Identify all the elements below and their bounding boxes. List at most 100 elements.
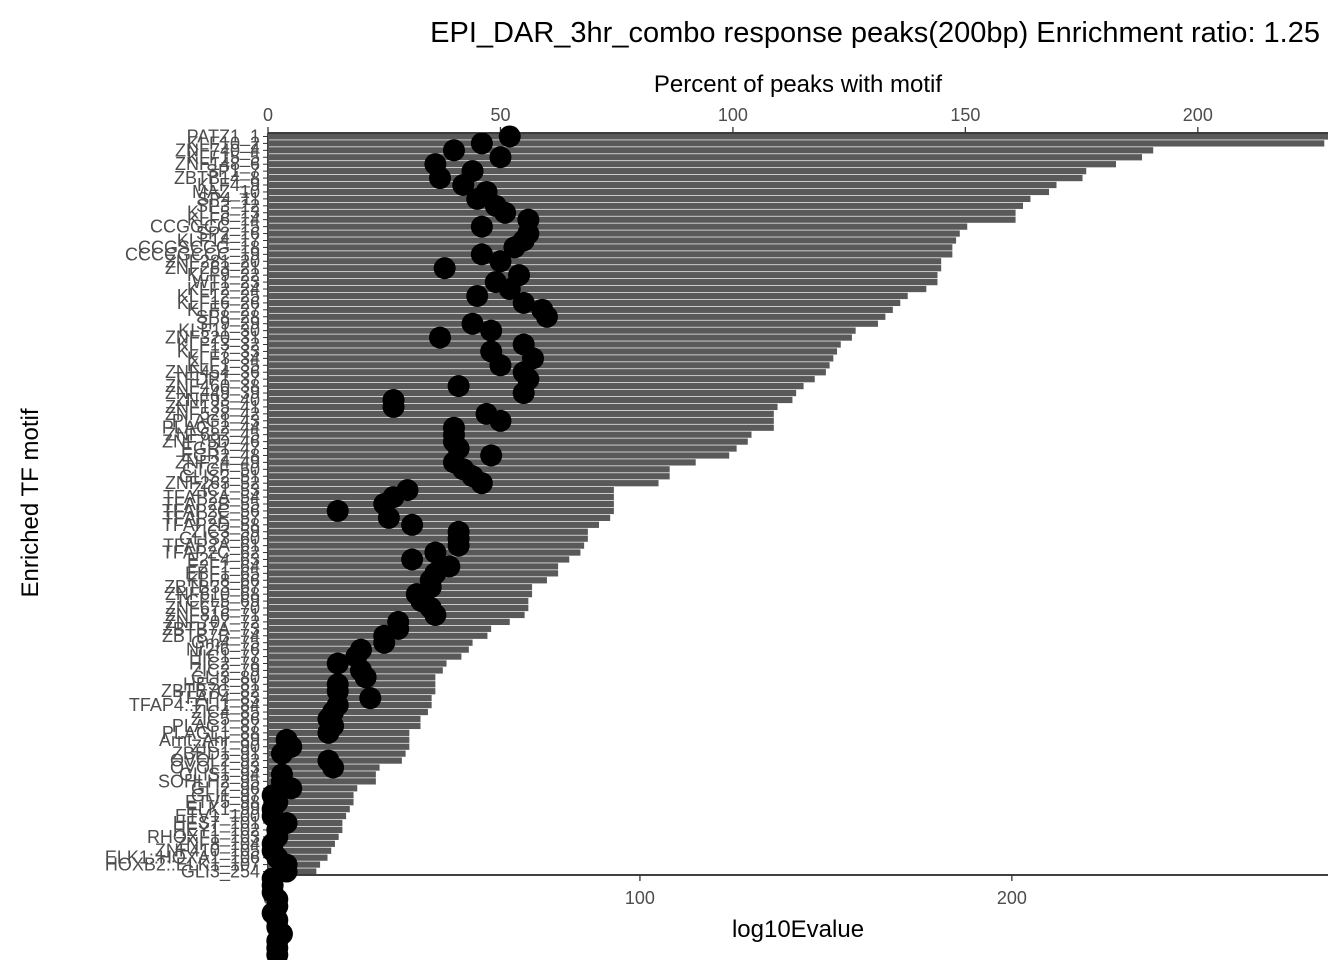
y-tick-label: ZIC5_86	[191, 709, 260, 730]
percent-point	[326, 652, 349, 675]
percent-point	[466, 284, 489, 307]
y-tick-label: TFAP2B_55	[163, 494, 260, 515]
bar	[268, 549, 581, 556]
y-tick-label: TFAP2A_61	[163, 536, 260, 557]
y-tick-label: KLF9_22	[187, 265, 260, 286]
y-tick-label: PLAGL1_88	[162, 723, 260, 744]
y-tick-label: ZNF320_31	[165, 328, 260, 349]
y-tick-label: EGR2_48	[181, 445, 260, 466]
percent-point	[535, 305, 558, 328]
bar	[268, 715, 421, 723]
y-tick-label: GLI3_80	[191, 667, 260, 688]
bar	[268, 847, 332, 854]
bar	[268, 306, 893, 313]
bar	[268, 695, 432, 702]
percent-point	[280, 777, 303, 800]
bar	[268, 521, 600, 528]
percent-point	[498, 125, 521, 148]
bar-series	[268, 133, 1328, 875]
bar	[268, 708, 428, 716]
x-tick-label: 100	[625, 888, 655, 908]
y-tick-label: WT1_23	[192, 272, 260, 293]
y-tick-label: ZIC2_79	[191, 660, 260, 681]
y-tick-label: KLF8_66	[187, 570, 260, 591]
percent-point	[326, 499, 349, 522]
bar	[268, 410, 774, 417]
percent-point-series	[261, 125, 558, 960]
bar	[268, 272, 938, 279]
percent-point	[489, 354, 512, 377]
y-tick-label: TFAP2C_56	[162, 501, 260, 522]
percent-point	[429, 167, 452, 190]
bar	[268, 542, 585, 549]
chart-title: EPI_DAR_3hr_combo response peaks(200bp) …	[430, 17, 1320, 49]
percent-point	[373, 631, 396, 654]
bar	[268, 806, 350, 813]
bar	[268, 147, 1154, 154]
y-tick-label: SP3_12	[196, 196, 260, 217]
bar	[268, 299, 901, 307]
bar	[268, 285, 927, 293]
percent-point	[442, 139, 465, 162]
y-tick-label: Nr2f6_76	[186, 640, 260, 661]
top-x-tick-label: 100	[718, 105, 748, 125]
y-tick-label: GLI2_96	[191, 778, 260, 799]
bar	[268, 154, 1143, 161]
bar	[268, 209, 1016, 216]
y-tick-label: ETV1_100	[175, 806, 260, 827]
bar	[268, 792, 354, 799]
y-tick-label: ZNF24_49	[175, 452, 260, 473]
y-tick-label: ZNF454_36	[165, 362, 260, 383]
y-tick-label: KLF15_5	[187, 147, 260, 168]
percent-point	[470, 215, 493, 238]
y-tick-label: KLF11_30	[178, 321, 260, 342]
bar	[268, 251, 953, 258]
bar	[268, 701, 432, 709]
y-tick-label: CCGGCC_15	[150, 217, 260, 238]
percent-point	[503, 236, 526, 259]
bar	[268, 674, 436, 681]
bar	[268, 292, 908, 300]
top-x-tick-label: 200	[1183, 105, 1213, 125]
bar	[268, 459, 696, 466]
y-tick-label: Arnt::Ahr_89	[159, 730, 260, 751]
percent-point	[489, 409, 512, 432]
bar	[268, 487, 614, 494]
bar	[268, 230, 960, 237]
y-tick-label: KLF3_34	[187, 348, 260, 369]
bar	[268, 195, 1031, 202]
y-tick-label: TFAP4::FLI1_84	[129, 695, 260, 716]
y-tick-label: EBF1_65	[185, 563, 260, 584]
percent-point	[447, 534, 470, 557]
percent-point	[382, 395, 405, 418]
percent-point	[433, 257, 456, 280]
y-tick-label: KLF7_27	[187, 300, 260, 321]
y-tick-label: PATZ1_1	[187, 126, 260, 147]
y-tick-label: GLI1_97	[191, 785, 260, 806]
bar	[268, 320, 878, 327]
y-tick-label: CTCF_50	[182, 459, 260, 480]
bar	[268, 161, 1116, 168]
y-tick-label: ZNF707_72	[165, 612, 260, 633]
y-tick-label: ZBTB33_67	[164, 577, 260, 598]
y-tick-label: TFAP2E_57	[163, 508, 260, 529]
bar	[268, 244, 953, 251]
y-tick-label: TFAP2C_62	[162, 543, 260, 564]
bar	[268, 438, 748, 445]
bar	[268, 202, 1024, 209]
y-tick-label: ZNF281_20	[165, 251, 260, 272]
bar	[268, 778, 376, 785]
y-tick-label: HIC2_78	[189, 653, 260, 674]
y-tick-label: ZNF410_105	[155, 841, 260, 862]
bar	[268, 376, 815, 383]
bar	[268, 174, 1083, 182]
y-tick-label: E2F4_63	[187, 549, 260, 570]
percent-point	[401, 548, 424, 571]
bar	[268, 327, 856, 334]
bar	[268, 736, 410, 743]
y-tick-label: Gm4_75	[191, 633, 260, 654]
bar	[268, 216, 1016, 223]
percent-point	[424, 541, 447, 564]
